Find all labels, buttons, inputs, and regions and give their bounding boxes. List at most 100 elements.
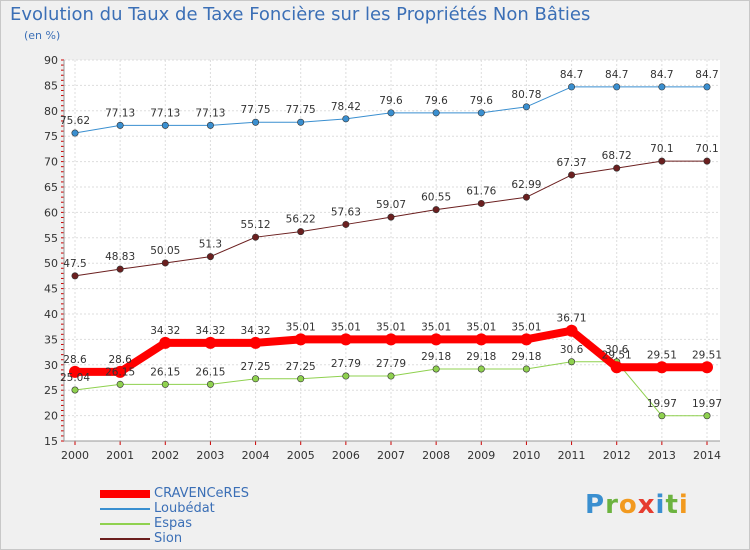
data-point	[297, 118, 305, 126]
data-label: 29.51	[602, 349, 632, 361]
data-point	[522, 103, 530, 111]
y-tick-label: 35	[44, 333, 58, 346]
x-tick-label: 2011	[558, 449, 586, 462]
data-point	[71, 272, 79, 280]
data-point	[294, 333, 307, 346]
data-point	[565, 324, 578, 337]
data-point	[342, 372, 350, 380]
data-label: 34.32	[195, 325, 225, 337]
data-label: 84.7	[605, 69, 628, 81]
x-tick-label: 2009	[467, 449, 495, 462]
data-point	[522, 193, 530, 201]
y-axis-unit: (en %)	[24, 29, 61, 42]
data-point	[385, 333, 397, 346]
legend-swatch-loubedat	[100, 507, 150, 510]
data-label: 35.01	[331, 321, 361, 333]
data-label: 70.1	[650, 143, 673, 155]
data-point	[658, 83, 666, 91]
data-label: 68.72	[602, 150, 632, 162]
data-label: 84.7	[695, 69, 718, 81]
data-label: 35.01	[466, 321, 496, 333]
data-point	[161, 121, 169, 129]
data-label: 48.83	[105, 251, 135, 263]
legend-swatch-cravenceres	[100, 489, 150, 498]
data-label: 60.55	[421, 192, 451, 204]
data-point	[522, 365, 530, 373]
data-point	[116, 121, 124, 129]
x-tick-label: 2010	[512, 449, 540, 462]
data-label: 35.01	[511, 321, 541, 333]
data-point	[114, 365, 127, 378]
y-tick-label: 45	[44, 283, 58, 296]
data-point	[69, 365, 81, 378]
proxiti-logo: Proxiti	[585, 490, 689, 520]
data-label: 29.18	[466, 351, 496, 363]
data-label: 47.5	[63, 258, 86, 270]
data-label: 84.7	[650, 69, 673, 81]
x-tick-label: 2002	[151, 449, 179, 462]
data-point	[204, 336, 217, 349]
legend-swatch-espas	[100, 522, 150, 525]
data-label: 27.79	[376, 358, 406, 370]
data-label: 29.18	[421, 351, 451, 363]
data-label: 25.04	[60, 372, 90, 384]
data-point	[475, 333, 488, 346]
data-label: 75.62	[60, 115, 90, 127]
data-point	[430, 333, 443, 346]
data-label: 77.13	[150, 107, 180, 119]
data-point	[568, 171, 576, 179]
data-point	[655, 361, 668, 374]
legend-label: Sion	[154, 531, 183, 546]
legend-item: Loubédat	[100, 501, 249, 516]
data-point	[116, 265, 124, 273]
legend-label: Espas	[154, 516, 192, 531]
data-point	[568, 358, 576, 366]
data-label: 59.07	[376, 199, 406, 211]
y-tick-label: 75	[44, 130, 58, 143]
data-label: 50.05	[150, 245, 180, 257]
x-tick-label: 2000	[61, 449, 89, 462]
legend-swatch-sion	[100, 537, 150, 540]
data-label: 77.75	[286, 104, 316, 116]
data-point	[339, 333, 352, 346]
data-label: 19.97	[692, 398, 722, 410]
data-label: 34.32	[150, 325, 180, 337]
data-point	[703, 157, 711, 165]
data-label: 27.25	[241, 361, 271, 373]
data-point	[387, 109, 395, 117]
y-tick-label: 85	[44, 79, 58, 92]
legend-item: Espas	[100, 516, 249, 531]
data-point	[477, 199, 485, 207]
x-tick-label: 2006	[332, 449, 360, 462]
data-label: 77.13	[195, 107, 225, 119]
data-point	[703, 412, 711, 420]
data-point	[297, 228, 305, 236]
data-point	[703, 83, 711, 91]
data-label: 70.1	[695, 143, 718, 155]
data-point	[658, 157, 666, 165]
data-point	[432, 365, 440, 373]
y-tick-label: 30	[44, 359, 58, 372]
y-tick-label: 70	[44, 156, 58, 169]
legend-label: CRAVENCeRES	[154, 486, 250, 501]
data-point	[342, 115, 350, 123]
data-point	[161, 259, 169, 267]
x-tick-label: 2014	[693, 449, 721, 462]
data-point	[342, 220, 350, 228]
legend: CRAVENCeRES Loubédat Espas Sion	[100, 486, 249, 546]
data-point	[252, 233, 260, 241]
data-point	[610, 361, 623, 374]
y-tick-label: 50	[44, 257, 58, 270]
data-point	[249, 336, 262, 349]
data-label: 57.63	[331, 206, 361, 218]
data-label: 19.97	[647, 398, 677, 410]
data-label: 29.18	[511, 351, 541, 363]
data-label: 35.01	[286, 321, 316, 333]
x-tick-label: 2005	[287, 449, 315, 462]
y-tick-label: 65	[44, 181, 58, 194]
data-label: 26.15	[195, 366, 225, 378]
data-point	[252, 375, 260, 383]
data-point	[71, 386, 79, 394]
data-label: 84.7	[560, 69, 583, 81]
